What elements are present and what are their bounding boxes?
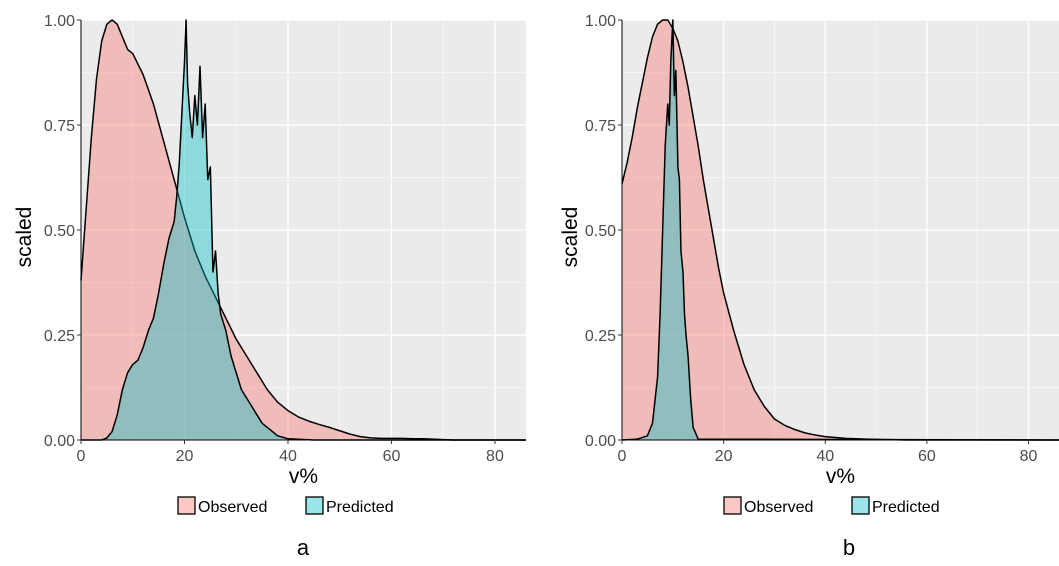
panel-a-legend: Observed Predicted xyxy=(177,496,394,516)
panel-b-y-tick-label: 0.75 xyxy=(585,118,616,135)
panel-label-b: b xyxy=(842,535,856,560)
panel-b-y-tick-label: 0.00 xyxy=(585,433,616,450)
panel-b-x-tick-label: 20 xyxy=(715,448,733,465)
panel-a-legend-label-observed: Observed xyxy=(198,499,267,516)
panel-b-x-tick-label: 0 xyxy=(618,448,627,465)
panel-a-series-predicted-line xyxy=(81,19,526,441)
panel-b-legend: Observed Predicted xyxy=(723,496,940,516)
panel-a-y-axis-title: scaled xyxy=(13,207,36,268)
panel-b-legend-label-observed: Observed xyxy=(744,499,813,516)
panel-b-x-axis-title: v% xyxy=(826,465,855,488)
panel-b-series-observed-area xyxy=(622,20,1059,440)
panel-a-x-tick-label: 20 xyxy=(176,448,194,465)
panel-b-series-predicted-area xyxy=(622,20,1059,440)
panel-b-legend-key-predicted xyxy=(851,496,870,515)
panel-a-series-observed-area xyxy=(81,20,526,440)
panel-b-legend-key-observed xyxy=(723,496,742,515)
panel-a-legend-key-predicted xyxy=(305,496,324,515)
panel-b-x-tick-label: 60 xyxy=(918,448,936,465)
panel-a-x-tick-label: 60 xyxy=(383,448,401,465)
panel-a-series-observed-line xyxy=(80,19,526,441)
panel-b-series-predicted-line xyxy=(621,19,1059,441)
panel-a-x-axis-title: v% xyxy=(289,465,318,488)
panel-a-legend-key-observed xyxy=(177,496,196,515)
panel-a-y-tick-label: 0.00 xyxy=(44,433,75,450)
panel-a-x-tick-label: 40 xyxy=(279,448,297,465)
panel-b-y-tick-label: 0.25 xyxy=(585,328,616,345)
panel-a-y-tick-label: 0.75 xyxy=(44,118,75,135)
panel-b-y-tick-label: 0.50 xyxy=(585,223,616,240)
panel-a-y-tick-label: 0.50 xyxy=(44,223,75,240)
panel-b-x-tick-label: 80 xyxy=(1020,448,1038,465)
panel-label-a: a xyxy=(296,535,310,560)
panel-a-y-tick-label: 0.25 xyxy=(44,328,75,345)
panel-a-x-tick-label: 0 xyxy=(77,448,86,465)
panel-b-x-tick-label: 40 xyxy=(816,448,834,465)
panel-b-y-tick-label: 1.00 xyxy=(585,13,616,30)
panel-b-chart: 0 20 40 60 80 0.00 0.25 0.50 0.75 1.00 v% scaled Obs… xyxy=(559,13,1059,516)
panel-a-legend-label-predicted: Predicted xyxy=(326,499,394,516)
panel-a-series-predicted-area xyxy=(81,20,526,440)
panel-a-x-tick-label: 80 xyxy=(486,448,504,465)
panel-a-y-tick-label: 1.00 xyxy=(44,13,75,30)
panel-a-chart: 0 20 40 60 80 0.00 0.25 0.50 0.75 1.00 v% scaled Obs… xyxy=(13,13,526,516)
panel-b-legend-label-predicted: Predicted xyxy=(872,499,940,516)
panel-b-y-axis-title: scaled xyxy=(559,207,582,268)
